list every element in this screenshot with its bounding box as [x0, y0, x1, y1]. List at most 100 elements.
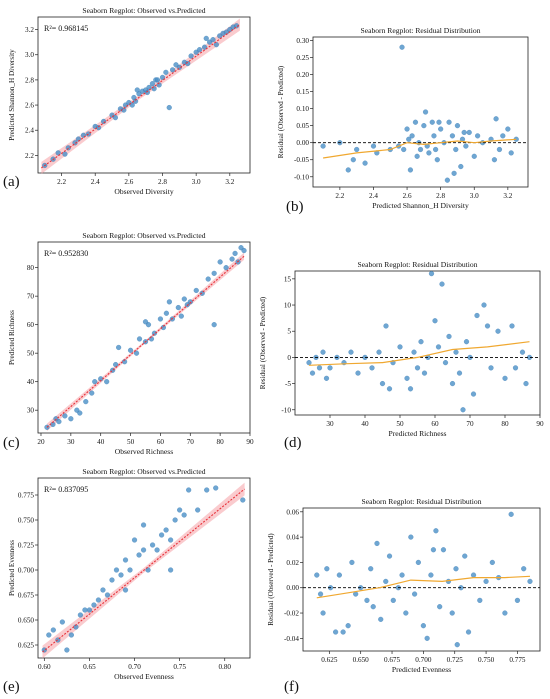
- data-point: [82, 607, 88, 613]
- data-point: [475, 133, 481, 139]
- data-point: [127, 347, 134, 353]
- data-point: [383, 323, 389, 329]
- data-point: [429, 119, 435, 125]
- data-point: [157, 316, 164, 322]
- x-tick-label: 3.2: [225, 178, 234, 186]
- x-tick-label: 0.750: [478, 656, 495, 664]
- data-point: [320, 610, 326, 616]
- y-tick-label: 0.700: [18, 567, 35, 575]
- data-point: [350, 157, 356, 163]
- data-point: [136, 552, 142, 558]
- data-point: [440, 547, 447, 553]
- data-point: [438, 126, 444, 132]
- data-point: [89, 390, 95, 396]
- y-axis-label: Residual (Observed - Predicted): [277, 65, 285, 158]
- data-point: [493, 116, 499, 122]
- x-tick-label: 50: [396, 420, 404, 428]
- data-point: [175, 304, 181, 311]
- data-point: [456, 370, 463, 376]
- y-tick-label: -0.10: [294, 173, 309, 181]
- data-point: [145, 567, 151, 573]
- data-point: [433, 146, 439, 153]
- data-point: [154, 547, 160, 553]
- y-tick-label: -10: [281, 406, 291, 414]
- regression-line: [42, 488, 245, 653]
- data-point: [403, 610, 409, 616]
- data-point: [444, 177, 450, 183]
- data-point: [407, 386, 414, 392]
- y-tick-label: 2.8: [25, 76, 34, 84]
- data-point: [415, 559, 421, 566]
- data-point: [418, 339, 424, 345]
- data-point: [428, 572, 434, 578]
- data-point: [320, 143, 326, 149]
- y-tick-label: -0.04: [284, 635, 299, 643]
- chart-title: Seaborn Regplot: Residual Distribution: [357, 260, 477, 269]
- x-tick-label: 0.700: [415, 656, 432, 664]
- data-point: [91, 602, 97, 608]
- chart-title: Seaborn Regplot: Residual Distribution: [360, 26, 480, 35]
- x-tick-label: 30: [67, 438, 75, 446]
- y-tick-label: 0.775: [18, 492, 35, 500]
- data-point: [131, 537, 138, 543]
- y-tick-label: -0.05: [294, 156, 309, 164]
- data-point: [488, 365, 494, 371]
- y-tick-label: 50: [27, 350, 35, 358]
- data-point: [471, 153, 477, 159]
- data-point: [496, 146, 503, 153]
- data-point: [159, 74, 166, 80]
- y-tick-label: 70: [27, 293, 35, 301]
- data-point: [118, 572, 124, 578]
- data-point: [374, 540, 380, 547]
- data-point: [340, 629, 346, 635]
- data-point: [104, 592, 111, 598]
- x-axis-label: Predicted Richness: [389, 429, 447, 438]
- data-point: [355, 370, 361, 376]
- data-point: [317, 591, 324, 597]
- x-tick-label: 80: [501, 420, 509, 428]
- panel-letter: (c): [3, 435, 20, 451]
- panel-letter: (d): [284, 435, 302, 451]
- y-tick-label: 0.650: [18, 617, 35, 625]
- x-tick-label: 3.0: [470, 192, 479, 200]
- data-point: [514, 597, 521, 603]
- data-point: [188, 53, 194, 59]
- data-point: [404, 126, 410, 132]
- y-tick-label: 0.10: [296, 105, 309, 113]
- plot-frame: [312, 36, 529, 188]
- data-point: [354, 146, 360, 153]
- data-point: [362, 160, 368, 166]
- data-point: [368, 566, 374, 572]
- data-point: [424, 635, 430, 641]
- data-point: [523, 380, 529, 387]
- data-point: [491, 157, 498, 163]
- data-point: [166, 299, 172, 305]
- data-point: [109, 577, 115, 583]
- data-point: [442, 360, 449, 366]
- data-point: [158, 532, 165, 538]
- data-point: [420, 623, 426, 629]
- y-tick-label: 10: [284, 302, 292, 310]
- r-squared-annotation: R²= 0.952830: [44, 249, 88, 258]
- data-point: [101, 118, 107, 125]
- data-point: [122, 557, 129, 563]
- data-point: [512, 365, 519, 371]
- x-axis-label: Observed Richness: [115, 447, 173, 456]
- data-point: [434, 157, 440, 163]
- data-point: [508, 511, 514, 517]
- data-point: [414, 365, 421, 371]
- x-tick-label: 40: [361, 420, 369, 428]
- y-tick-label: 0.675: [18, 592, 35, 600]
- r-squared-annotation: R²= 0.968145: [44, 24, 88, 33]
- data-point: [417, 146, 424, 153]
- data-point: [439, 281, 445, 287]
- x-tick-label: 60: [431, 420, 439, 428]
- data-point: [64, 647, 70, 653]
- data-point: [62, 151, 68, 157]
- data-point: [133, 350, 140, 356]
- x-tick-label: 20: [37, 438, 45, 446]
- r-squared-annotation: R²= 0.837095: [44, 485, 88, 494]
- data-point: [104, 379, 110, 385]
- data-point: [432, 318, 438, 324]
